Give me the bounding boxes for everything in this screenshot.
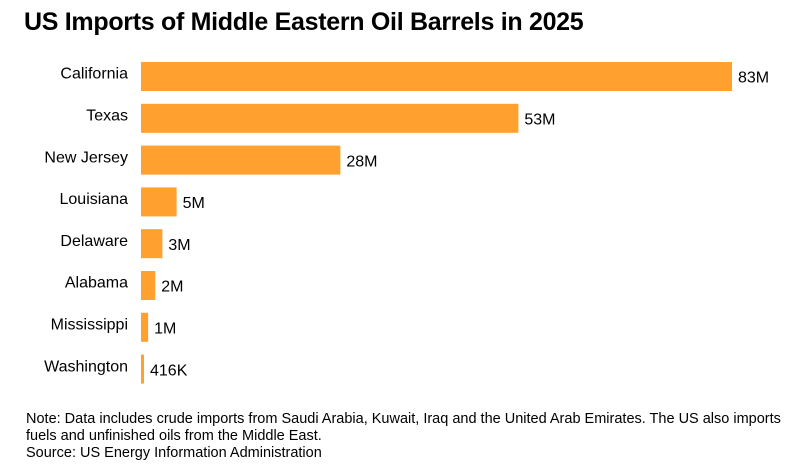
value-labels: 83M 53M 28M 5M 3M 2M 1M 416K — [150, 70, 769, 380]
category-label: California — [60, 66, 128, 83]
bar-chart: California Texas New Jersey Louisiana Delawa… — [44, 62, 769, 384]
category-label: Delaware — [60, 233, 128, 250]
category-label: Louisiana — [60, 191, 129, 208]
value-label: 83M — [738, 70, 769, 87]
value-label: 2M — [161, 279, 183, 296]
bar-texas — [141, 103, 519, 133]
category-label: New Jersey — [44, 149, 128, 166]
value-label: 28M — [346, 153, 377, 170]
bars-group — [141, 62, 732, 384]
value-label: 1M — [154, 321, 176, 338]
bar-washington — [141, 354, 144, 384]
source-text: Source: US Energy Information Administra… — [26, 445, 322, 461]
bar-new-jersey — [141, 145, 341, 175]
category-label: Washington — [44, 358, 128, 375]
bar-mississippi — [141, 312, 149, 342]
value-label: 416K — [150, 362, 188, 379]
category-label: Alabama — [65, 275, 128, 292]
footnote: Note: Data includes crude imports from S… — [26, 411, 796, 462]
bar-california — [141, 62, 732, 91]
value-label: 5M — [183, 195, 205, 212]
bar-alabama — [141, 271, 156, 300]
category-label: Mississippi — [51, 317, 128, 334]
category-label: Texas — [86, 108, 128, 125]
bar-delaware — [141, 229, 163, 259]
category-labels: California Texas New Jersey Louisiana Delawa… — [44, 66, 128, 376]
bar-louisiana — [141, 187, 177, 217]
chart-title: US Imports of Middle Eastern Oil Barrels… — [24, 8, 584, 36]
value-label: 53M — [524, 112, 555, 129]
value-label: 3M — [168, 237, 190, 254]
note-text: Note: Data includes crude imports from S… — [26, 411, 781, 444]
